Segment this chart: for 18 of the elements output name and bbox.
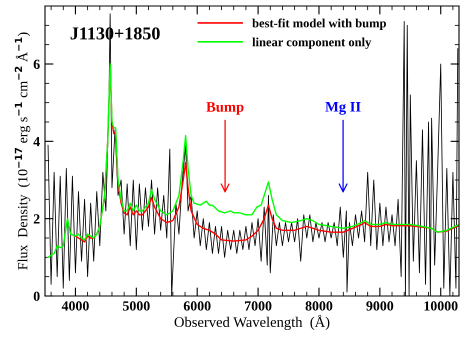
x-tick-label: 4000 — [62, 301, 89, 311]
x-tick-label: 7000 — [244, 301, 272, 311]
x-tick-label: 10000 — [424, 301, 458, 311]
line-series — [47, 63, 459, 258]
x-tick-label: 9000 — [366, 301, 394, 311]
x-tick-label: 8000 — [306, 301, 332, 311]
x-tick-label: 6000 — [184, 301, 211, 311]
annotation: Bump — [206, 102, 244, 115]
x-tick-label: 5000 — [122, 301, 150, 311]
legend-label: linear component only — [252, 38, 372, 49]
x-axis-title: Observed Wavelength (Å) — [174, 314, 330, 330]
y-tick-label: 4 — [33, 137, 40, 146]
text: Flux Density (10$^{−17}$ erg s$^{−1}$ cm$^{−2}$ Å$^{−1}$) — [14, 32, 30, 270]
legend-label: best-fit model with bump — [252, 18, 386, 30]
y-tick-label: 0 — [34, 292, 40, 301]
y-tick-label: 6 — [34, 60, 40, 69]
annotation: Mg II — [325, 102, 361, 115]
y-tick-label: 2 — [34, 214, 40, 224]
